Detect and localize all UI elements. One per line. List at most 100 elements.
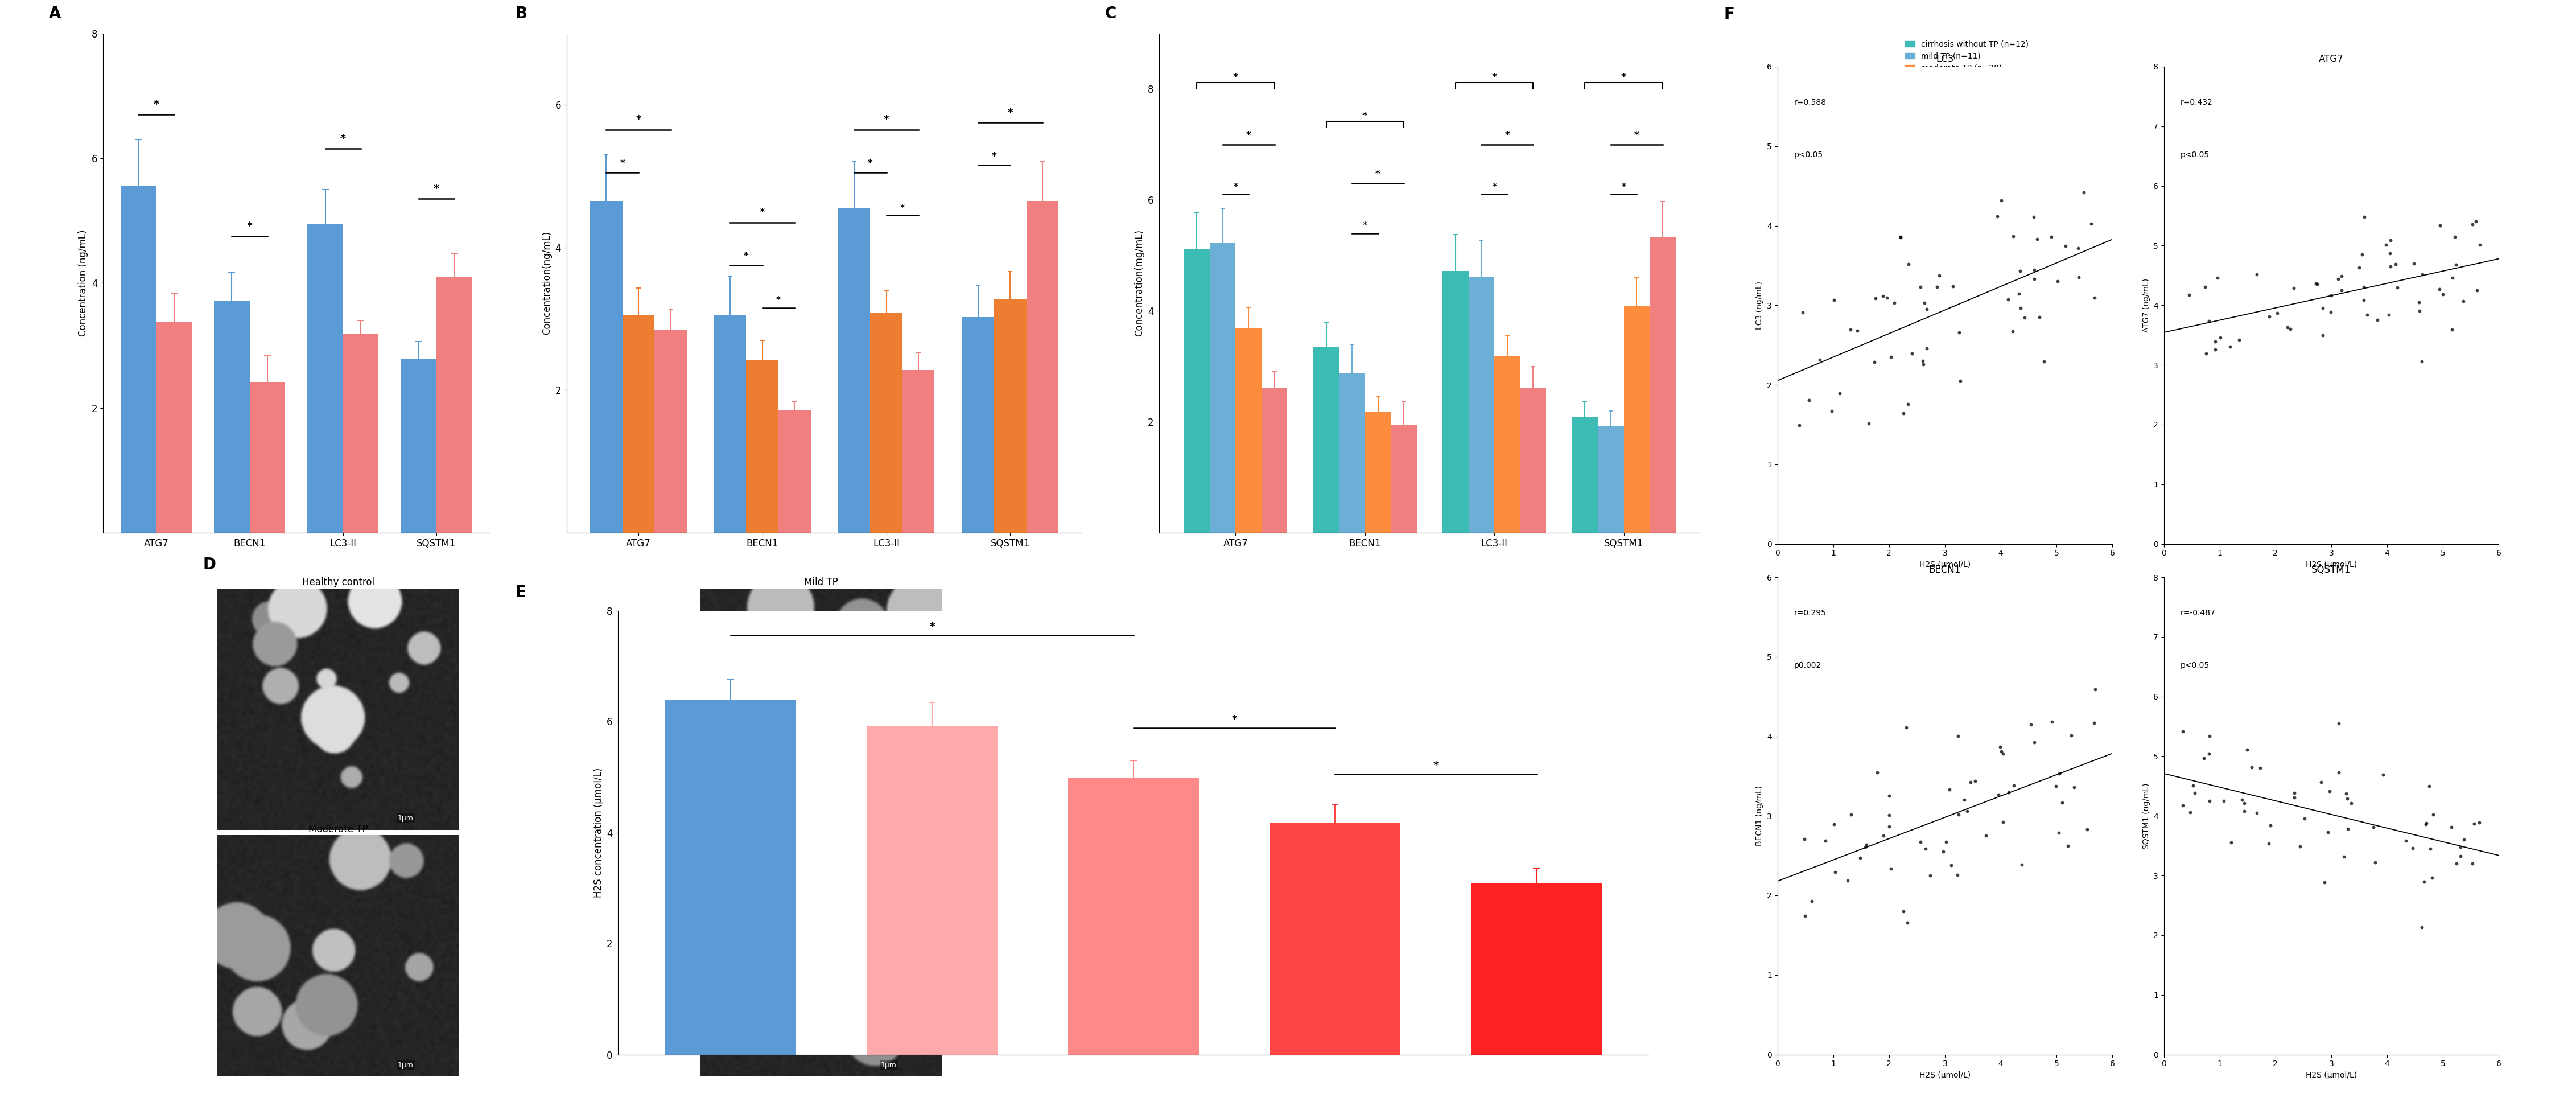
Bar — [837, 209, 871, 533]
Bar — [1468, 276, 1494, 533]
Point — [1940, 324, 1981, 342]
Bar — [1340, 373, 1365, 533]
Point — [1883, 902, 1924, 920]
Bar — [1365, 412, 1391, 533]
Point — [2385, 832, 2427, 850]
Point — [2308, 824, 2349, 841]
Text: r=-0.487: r=-0.487 — [2179, 609, 2215, 617]
Bar — [623, 315, 654, 533]
Point — [1937, 806, 1978, 824]
Point — [1932, 856, 1973, 874]
Point — [2174, 784, 2215, 801]
Point — [1880, 229, 1922, 246]
Text: 1μm: 1μm — [881, 815, 896, 821]
Point — [1947, 803, 1989, 820]
Point — [2014, 734, 2056, 751]
Point — [2074, 289, 2115, 306]
Point — [2004, 309, 2045, 326]
Point — [1929, 780, 1971, 798]
Point — [2272, 280, 2313, 297]
Point — [2285, 809, 2326, 827]
Point — [2009, 716, 2050, 734]
Point — [2257, 304, 2298, 322]
Point — [2442, 830, 2483, 848]
Point — [1906, 340, 1947, 357]
Point — [1924, 832, 1965, 850]
Point — [2375, 255, 2416, 273]
Point — [2184, 344, 2226, 362]
Text: *: * — [1363, 111, 1368, 121]
Point — [2267, 319, 2308, 336]
Text: *: * — [899, 203, 904, 212]
Point — [2231, 759, 2272, 777]
Point — [2210, 337, 2251, 355]
Point — [1978, 786, 2020, 804]
Point — [2303, 299, 2344, 316]
Point — [2432, 818, 2473, 836]
Point — [2439, 847, 2481, 865]
Point — [1991, 323, 2032, 341]
Point — [2324, 848, 2365, 866]
Text: B: B — [515, 6, 528, 22]
Point — [1950, 773, 1991, 790]
Point — [2184, 749, 2226, 767]
Point — [2437, 855, 2478, 872]
Text: *: * — [433, 183, 440, 194]
Point — [2280, 837, 2321, 855]
Point — [2357, 311, 2398, 329]
Point — [1922, 842, 1963, 860]
Point — [2197, 269, 2239, 286]
Text: p0.002: p0.002 — [1793, 662, 1821, 669]
Point — [2354, 854, 2396, 871]
Text: *: * — [775, 296, 781, 305]
Point — [2455, 282, 2496, 300]
Point — [1994, 228, 2035, 245]
Bar — [1471, 884, 1602, 1054]
Text: r=0.295: r=0.295 — [1793, 609, 1826, 617]
Point — [1839, 849, 1880, 867]
Point — [2393, 254, 2434, 272]
X-axis label: H2S (μmol/L): H2S (μmol/L) — [1919, 1071, 1971, 1079]
Point — [2236, 265, 2277, 283]
Point — [2370, 244, 2411, 262]
Point — [2184, 279, 2226, 296]
Y-axis label: Concentration(ng/mL): Concentration(ng/mL) — [541, 231, 551, 335]
Bar — [654, 330, 688, 533]
Text: *: * — [1376, 169, 1381, 180]
Bar — [866, 726, 997, 1054]
Point — [1857, 764, 1899, 781]
Point — [2318, 715, 2360, 733]
Point — [1870, 349, 1911, 366]
Point — [1955, 773, 1996, 790]
Text: p<0.05: p<0.05 — [1793, 151, 1824, 159]
Point — [2249, 816, 2290, 834]
Text: *: * — [744, 251, 750, 261]
Text: *: * — [868, 159, 873, 169]
Text: E: E — [515, 585, 526, 601]
Text: *: * — [1620, 183, 1625, 191]
Point — [2161, 723, 2202, 740]
Text: *: * — [1504, 130, 1510, 141]
Bar — [307, 224, 343, 533]
Bar — [1494, 356, 1520, 533]
Point — [2040, 794, 2081, 811]
Point — [2406, 814, 2447, 831]
Point — [2269, 320, 2311, 337]
Text: *: * — [760, 208, 765, 218]
Point — [1783, 304, 1824, 322]
Point — [2014, 261, 2056, 279]
Point — [2452, 215, 2494, 233]
Text: D: D — [204, 556, 216, 573]
Point — [2409, 840, 2450, 858]
Point — [1981, 191, 2022, 209]
Point — [2365, 236, 2406, 254]
Bar — [871, 313, 902, 533]
Bar — [994, 299, 1025, 533]
Point — [2344, 278, 2385, 295]
Point — [2419, 280, 2460, 297]
Bar — [1025, 201, 1059, 533]
Point — [2303, 874, 2344, 891]
Point — [1904, 355, 1945, 373]
Point — [1868, 787, 1909, 805]
Point — [2401, 919, 2442, 937]
